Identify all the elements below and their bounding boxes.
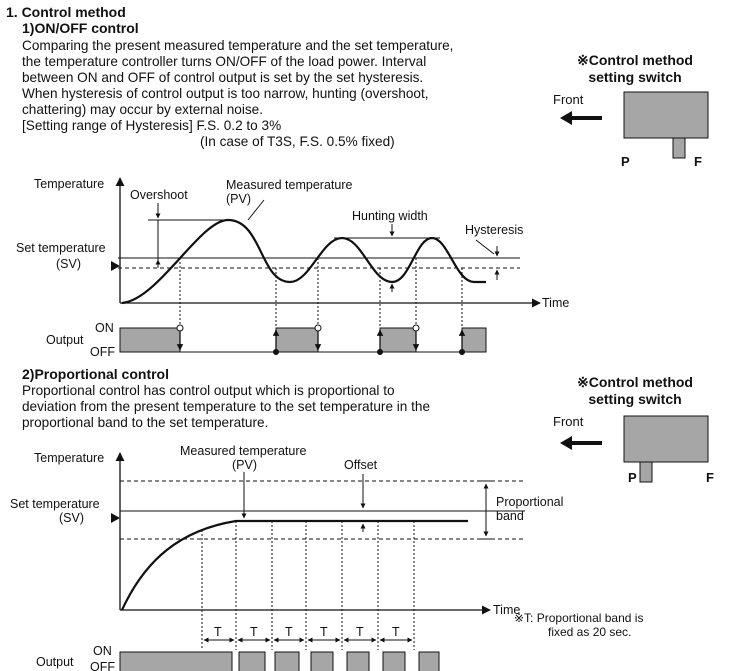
onoff-line: chattering) may occur by external noise.	[22, 102, 264, 117]
onoff-pulse	[275, 327, 319, 353]
onoff-sv-label2: (SV)	[56, 257, 81, 271]
switch2-f-label: F	[706, 470, 714, 485]
onoff-heading: 1)ON/OFF control	[22, 20, 139, 36]
prop-pv-curve	[121, 519, 468, 611]
switch2-front-arrowhead	[560, 436, 572, 450]
switch1-front-label: Front	[553, 92, 584, 107]
onoff-description: Comparing the present measured temperatu…	[22, 38, 453, 134]
prop-band-label2: band	[496, 509, 524, 523]
prop-diagram: Temperature Time Set temperature (SV) Pr…	[10, 444, 643, 671]
onoff-pv-label1: Measured temperature	[226, 178, 353, 192]
prop-pulse	[418, 651, 440, 671]
prop-line: deviation from the present temperature t…	[22, 399, 431, 414]
onoff-hysteresis-label: Hysteresis	[465, 223, 523, 237]
onoff-pulse	[379, 327, 417, 353]
onoff-hunting-label: Hunting width	[352, 209, 428, 223]
t-label: T	[320, 625, 328, 639]
section-title: 1. Control method	[6, 4, 126, 20]
onoff-pulse	[119, 327, 181, 353]
prop-t-labels: T T T T T T	[214, 625, 400, 639]
prop-output-pulses	[119, 651, 440, 671]
prop-description: Proportional control has control output …	[22, 383, 430, 431]
prop-pulse	[346, 651, 370, 671]
t-label: T	[214, 625, 222, 639]
switch2-diagram: Front P F	[553, 414, 714, 485]
hysteresis-range-line: [Setting range of Hysteresis] F.S. 0.2 t…	[22, 118, 282, 133]
prop-output-on-label: ON	[93, 644, 112, 658]
onoff-transition-dots	[176, 324, 465, 355]
switch2-title: ※Control method setting switch	[577, 374, 693, 407]
onoff-line: between ON and OFF of control output is …	[22, 70, 424, 85]
onoff-diagram: Temperature Time Set temperature (SV) Ov…	[16, 177, 569, 359]
onoff-output-pulses	[119, 327, 487, 353]
switch1-diagram: Front P F	[553, 91, 709, 169]
prop-sv-marker	[111, 513, 120, 523]
prop-line: Proportional control has control output …	[22, 383, 395, 398]
prop-t-note1: ※T: Proportional band is	[514, 611, 643, 625]
onoff-pv-curve	[121, 218, 486, 305]
prop-pv-label2: (PV)	[232, 458, 257, 472]
switch1-f-label: F	[694, 154, 702, 169]
t-label: T	[392, 625, 400, 639]
prop-temperature-label: Temperature	[34, 451, 104, 465]
prop-pulse	[238, 651, 266, 671]
switch1-front-arrowhead	[560, 111, 572, 125]
onoff-sv-marker	[111, 261, 120, 271]
onoff-sv-label1: Set temperature	[16, 241, 106, 255]
switch2-knob	[639, 461, 653, 483]
t-label: T	[250, 625, 258, 639]
switch1-p-label: P	[621, 154, 630, 169]
onoff-output-on-label: ON	[95, 321, 114, 335]
switch1-body	[623, 91, 709, 139]
prop-pulse	[382, 651, 406, 671]
prop-heading: 2)Proportional control	[22, 366, 169, 382]
prop-pulse	[310, 651, 334, 671]
prop-line: proportional band to the set temperature…	[22, 415, 269, 430]
prop-sv-label2: (SV)	[59, 511, 84, 525]
prop-time-label: Time	[493, 603, 520, 617]
t-label: T	[356, 625, 364, 639]
switch2-p-label: P	[628, 470, 637, 485]
onoff-line: Comparing the present measured temperatu…	[22, 38, 454, 53]
onoff-time-label: Time	[542, 296, 569, 310]
t3s-note: (In case of T3S, F.S. 0.5% fixed)	[200, 134, 395, 149]
prop-pulse	[119, 651, 233, 671]
prop-sv-label1: Set temperature	[10, 497, 100, 511]
onoff-temperature-label: Temperature	[34, 177, 104, 191]
switch2-front-label: Front	[553, 414, 584, 429]
onoff-pv-pointer	[247, 199, 265, 221]
switch1-knob	[672, 137, 686, 159]
onoff-output-label: Output	[46, 333, 84, 347]
onoff-line: the temperature controller turns ON/OFF …	[22, 54, 427, 69]
onoff-output-transitions	[176, 329, 466, 351]
prop-output-label: Output	[36, 655, 74, 669]
prop-offset-label: Offset	[344, 458, 378, 472]
prop-guide-lines	[201, 521, 415, 650]
prop-pulse	[274, 651, 300, 671]
switch1-title: ※Control method setting switch	[577, 52, 693, 85]
onoff-hysteresis-pointer	[475, 239, 495, 255]
prop-band-label1: Proportional	[496, 495, 563, 509]
onoff-guide-lines	[179, 258, 463, 328]
prop-pv-label1: Measured temperature	[180, 444, 307, 458]
t-label: T	[285, 625, 293, 639]
onoff-overshoot-label: Overshoot	[130, 188, 188, 202]
prop-output-off-label: OFF	[90, 660, 115, 671]
onoff-line: When hysteresis of control output is too…	[22, 86, 429, 101]
onoff-pv-label2: (PV)	[226, 192, 251, 206]
onoff-output-off-label: OFF	[90, 345, 115, 359]
switch2-body	[623, 415, 709, 463]
onoff-pulse	[461, 327, 487, 353]
prop-t-note2: fixed as 20 sec.	[548, 625, 631, 639]
